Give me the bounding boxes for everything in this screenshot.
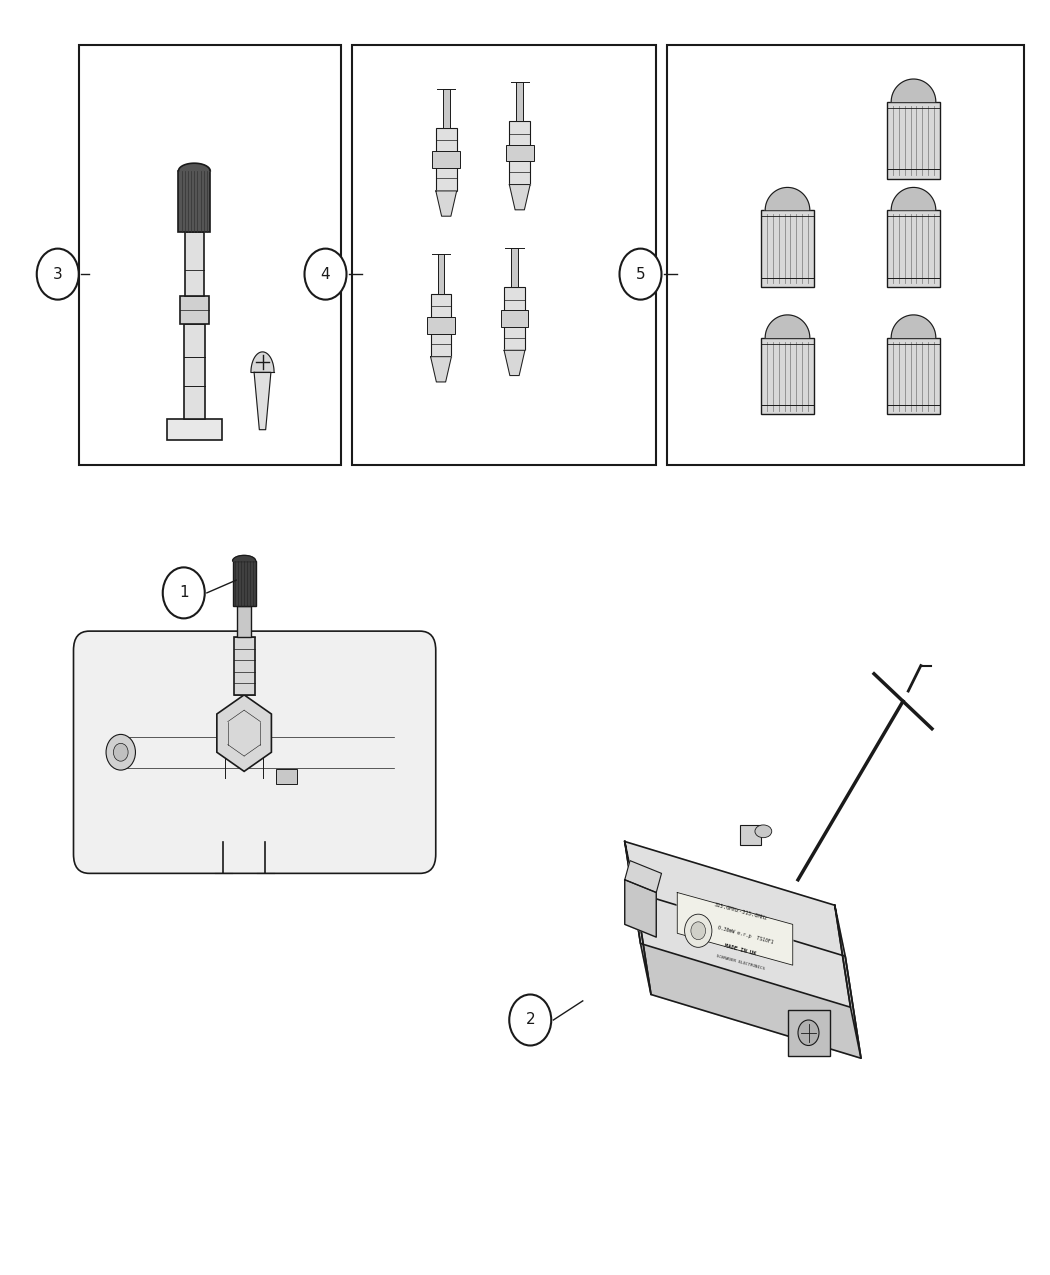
Bar	[275, 769, 296, 784]
Polygon shape	[625, 880, 656, 937]
Text: MADE IN UK: MADE IN UK	[723, 944, 757, 956]
Text: 4: 4	[320, 266, 331, 282]
Bar	[427, 316, 455, 334]
Bar	[180, 296, 209, 324]
Circle shape	[37, 249, 79, 300]
Text: 2: 2	[525, 1012, 536, 1028]
Bar	[443, 88, 449, 128]
Polygon shape	[891, 187, 936, 210]
Polygon shape	[625, 861, 662, 892]
Polygon shape	[677, 892, 793, 965]
Polygon shape	[251, 352, 274, 372]
Circle shape	[691, 922, 706, 940]
Bar	[167, 419, 222, 440]
Circle shape	[106, 734, 135, 770]
Polygon shape	[625, 842, 651, 994]
Text: 5: 5	[635, 266, 646, 282]
Bar	[185, 232, 204, 296]
Bar	[667, 45, 1024, 465]
Bar	[352, 45, 656, 465]
Bar	[501, 310, 528, 328]
Polygon shape	[625, 842, 851, 1007]
Bar	[438, 254, 444, 293]
Polygon shape	[254, 372, 271, 430]
Polygon shape	[765, 187, 810, 210]
Circle shape	[163, 567, 205, 618]
Bar	[178, 171, 210, 232]
Bar	[517, 82, 523, 121]
Polygon shape	[217, 695, 271, 771]
Bar	[430, 293, 452, 357]
Polygon shape	[891, 315, 936, 338]
Bar	[788, 1010, 830, 1056]
Circle shape	[509, 994, 551, 1046]
Circle shape	[113, 743, 128, 761]
Bar	[887, 210, 940, 287]
Ellipse shape	[755, 825, 772, 838]
Circle shape	[304, 249, 347, 300]
Polygon shape	[430, 357, 452, 382]
Bar	[761, 338, 814, 414]
Bar	[233, 561, 256, 606]
Bar	[433, 150, 460, 168]
Polygon shape	[891, 79, 936, 102]
Bar	[79, 45, 341, 465]
Text: 3: 3	[52, 266, 63, 282]
Polygon shape	[509, 185, 530, 210]
Polygon shape	[504, 351, 525, 376]
FancyBboxPatch shape	[74, 631, 436, 873]
Polygon shape	[436, 191, 457, 217]
Bar	[511, 247, 518, 287]
Bar	[233, 638, 254, 695]
Bar	[509, 121, 530, 185]
Polygon shape	[635, 892, 861, 1058]
Bar	[504, 287, 525, 351]
Text: SCHRADER ELECTRONICS: SCHRADER ELECTRONICS	[716, 954, 764, 972]
Polygon shape	[835, 905, 861, 1058]
Bar	[740, 825, 761, 845]
Polygon shape	[765, 315, 810, 338]
Bar	[506, 144, 533, 162]
Text: 0.30mW e.r.p  TS10F1: 0.30mW e.r.p TS10F1	[717, 924, 774, 945]
Circle shape	[685, 914, 712, 947]
Text: 315.0MHz-315.0MHz: 315.0MHz-315.0MHz	[713, 901, 768, 922]
Circle shape	[620, 249, 662, 300]
Text: 1: 1	[178, 585, 189, 601]
Bar	[887, 338, 940, 414]
Polygon shape	[233, 556, 256, 561]
Bar	[761, 210, 814, 287]
Bar	[436, 128, 457, 191]
Bar	[887, 102, 940, 178]
Circle shape	[798, 1020, 819, 1045]
Bar	[237, 606, 252, 638]
Bar	[184, 324, 205, 419]
